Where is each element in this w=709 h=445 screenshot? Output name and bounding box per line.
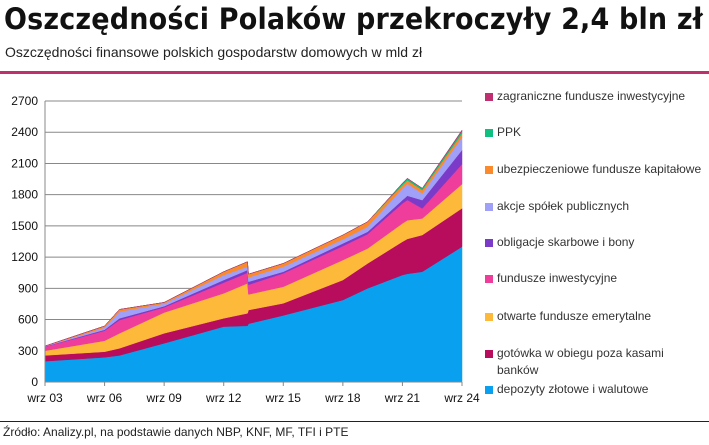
legend-swatch	[485, 166, 493, 174]
chart-legend: zagraniczne fundusze inwestycyjne PPK ubez…	[485, 80, 709, 410]
legend-label: obligacje skarbowe i bony	[497, 235, 635, 249]
x-tick-label: wrz 12	[205, 391, 242, 405]
x-tick-label: wrz 15	[265, 391, 302, 405]
legend-swatch	[485, 129, 493, 137]
y-tick-label: 1800	[11, 188, 38, 202]
footer-divider	[0, 421, 709, 422]
x-tick-label: wrz 24	[443, 391, 480, 405]
legend-item: ubezpieczeniowe fundusze kapitałowe	[485, 161, 707, 178]
legend-swatch	[485, 313, 493, 321]
legend-item: zagraniczne fundusze inwestycyjne	[485, 88, 707, 105]
y-tick-label: 600	[18, 313, 38, 327]
legend-label: PPK	[497, 125, 522, 139]
y-tick-label: 2400	[11, 125, 38, 139]
y-tick-label: 0	[31, 375, 38, 389]
x-tick-label: wrz 09	[145, 391, 182, 405]
legend-item: gotówka w obiegu poza kasami banków	[485, 345, 707, 379]
x-tick-label: wrz 18	[324, 391, 361, 405]
legend-item: depozyty złotowe i walutowe	[485, 381, 707, 398]
legend-label: fundusze inwestycyjne	[497, 271, 618, 285]
stacked-area-chart: 0 300 600 900 1200 1500 1800 2100 2400 2700 wrz 03…	[11, 94, 480, 405]
legend-label: depozyty złotowe i walutowe	[497, 382, 649, 396]
page-title: Oszczędności Polaków przekroczyły 2,4 bl…	[4, 2, 703, 36]
legend-item: obligacje skarbowe i bony	[485, 234, 707, 251]
y-tick-label: 2700	[11, 94, 38, 108]
legend-swatch	[485, 275, 493, 283]
legend-label: ubezpieczeniowe fundusze kapitałowe	[497, 162, 702, 176]
y-tick-label: 300	[18, 344, 38, 358]
legend-label: akcje spółek publicznych	[497, 199, 630, 213]
legend-label: gotówka w obiegu poza kasami banków	[497, 346, 664, 377]
legend-swatch	[485, 203, 493, 211]
header-divider	[0, 71, 709, 74]
legend-label: zagraniczne fundusze inwestycyjne	[497, 89, 686, 103]
x-tick-label: wrz 03	[26, 391, 63, 405]
x-tick-label: wrz 21	[384, 391, 421, 405]
x-tick-label: wrz 06	[86, 391, 123, 405]
legend-swatch	[485, 239, 493, 247]
source-note: Źródło: Analizy.pl, na podstawie danych …	[3, 425, 349, 439]
y-tick-label: 2100	[11, 156, 38, 170]
legend-item: otwarte fundusze emerytalne	[485, 308, 707, 325]
legend-item: PPK	[485, 124, 707, 141]
y-tick-label: 900	[18, 281, 38, 295]
legend-label: otwarte fundusze emerytalne	[497, 309, 652, 323]
area-series-8	[44, 129, 463, 347]
legend-swatch	[485, 386, 493, 394]
legend-item: fundusze inwestycyjne	[485, 270, 707, 287]
y-tick-label: 1500	[11, 219, 38, 233]
page-subtitle: Oszczędności finansowe polskich gospodar…	[5, 44, 423, 60]
legend-swatch	[485, 93, 493, 101]
legend-swatch	[485, 350, 493, 358]
legend-item: akcje spółek publicznych	[485, 198, 707, 215]
y-tick-label: 1200	[11, 250, 38, 264]
